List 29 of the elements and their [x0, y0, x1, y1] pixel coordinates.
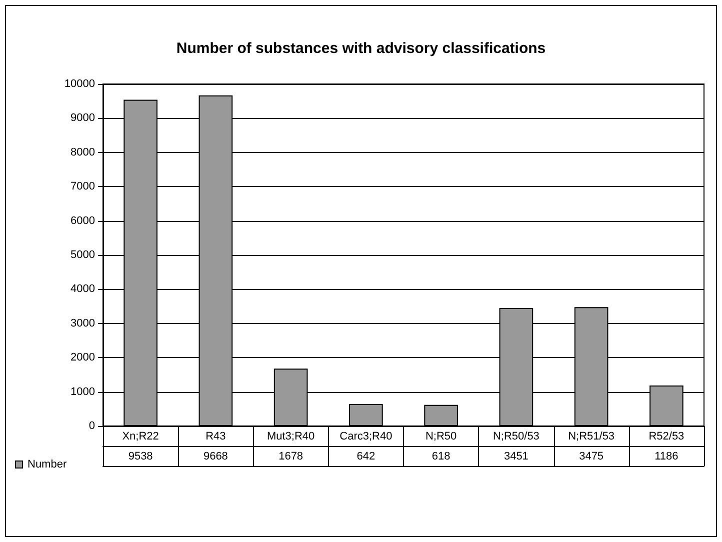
x-tick-label: Carc3;R40 — [340, 430, 392, 442]
y-tick-label: 8000 — [70, 146, 95, 158]
data-label: 1678 — [278, 450, 304, 462]
y-tick-label: 3000 — [70, 317, 95, 330]
data-label: 642 — [356, 450, 376, 462]
y-tick-label: 10000 — [64, 78, 95, 90]
x-tick-label: R43 — [206, 430, 226, 442]
data-label: 9538 — [128, 450, 153, 462]
y-tick-label: 1000 — [70, 386, 95, 398]
data-label: 1186 — [654, 450, 678, 462]
y-tick-label: 2000 — [70, 352, 95, 364]
y-tick-label: 7000 — [70, 180, 95, 193]
x-tick-label: R52/53 — [648, 430, 684, 442]
y-tick-label: 0 — [88, 420, 95, 432]
data-label: 9668 — [203, 450, 228, 462]
x-tick-label: N;R51/53 — [568, 430, 615, 442]
y-tick-label: 5000 — [70, 249, 95, 261]
data-label: 618 — [432, 450, 450, 462]
x-tick-label: N;R50/53 — [492, 430, 540, 442]
x-tick-label: N;R50 — [425, 430, 457, 442]
legend-label: Number — [28, 458, 67, 470]
x-tick-label: Mut3;R40 — [266, 430, 315, 442]
data-label: 3475 — [579, 450, 604, 462]
y-tick-label: 4000 — [70, 283, 95, 296]
data-label: 3451 — [504, 450, 528, 462]
chart-title: Number of substances with advisory classifications — [176, 40, 546, 57]
y-tick-label: 9000 — [70, 112, 95, 124]
y-tick-label: 6000 — [70, 214, 95, 227]
x-tick-label: Xn;R22 — [122, 430, 159, 442]
